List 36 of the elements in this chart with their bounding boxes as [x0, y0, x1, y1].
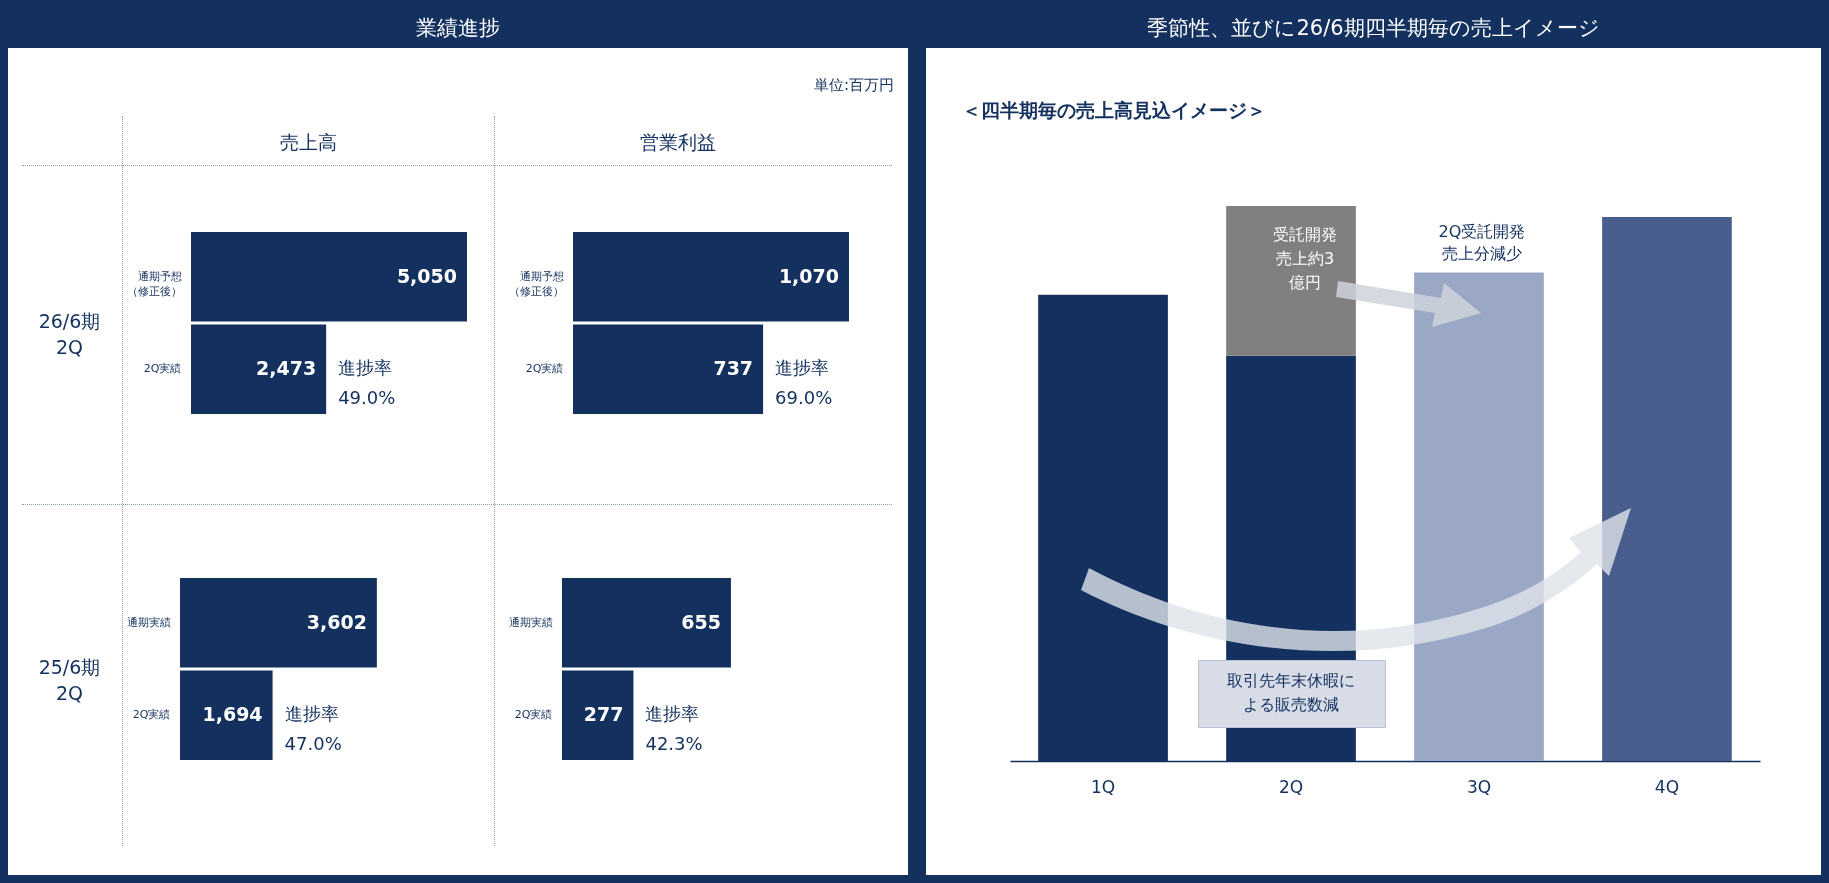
annotation: 進捗率 49.0%: [338, 357, 396, 409]
y-tick-label: 通期予想（修正後）: [126, 269, 182, 298]
data-label: 3,602: [306, 610, 367, 633]
y-tick-label: 2Q実績: [514, 708, 553, 722]
x-tick-label: 1Q: [1090, 776, 1116, 797]
text: 単位:百万円: [813, 76, 894, 95]
bar: [1226, 206, 1356, 356]
x-tick-label: 2Q: [1278, 776, 1304, 797]
data-label: 737: [713, 357, 754, 380]
data-label: 1,070: [778, 264, 839, 287]
chart-subtitle: ＜四半期毎の売上高見込イメージ＞: [962, 98, 1266, 123]
annotation: 受託開発売上約3億円: [1272, 224, 1338, 294]
text: 25/6期 2Q: [37, 655, 102, 706]
x-tick-label: 4Q: [1654, 776, 1680, 797]
data-label: 5,050: [396, 264, 457, 287]
data-label: 1,694: [202, 703, 263, 726]
data-label: 277: [583, 703, 624, 726]
text: 業績進捗: [8, 8, 908, 48]
text: 営業利益: [639, 130, 717, 155]
y-tick-label: 通期実績: [126, 615, 171, 629]
text: 売上高: [278, 130, 338, 155]
chart-title: 季節性、並びに26/6期四半期毎の売上イメージ: [926, 8, 1821, 48]
annotation: 進捗率 69.0%: [775, 357, 833, 409]
annotation: 進捗率 47.0%: [284, 703, 342, 755]
data-label: 655: [681, 610, 721, 633]
y-tick-label: 通期実績: [508, 615, 553, 629]
annotation: 進捗率 42.3%: [645, 703, 703, 755]
data-label: 2,473: [256, 357, 317, 380]
y-tick-label: 通期予想（修正後）: [508, 269, 564, 298]
bar: [1602, 217, 1732, 761]
y-tick-label: 2Q実績: [143, 362, 182, 376]
text: 26/6期 2Q: [37, 309, 102, 360]
x-tick-label: 3Q: [1466, 776, 1492, 797]
y-tick-label: 2Q実績: [525, 362, 564, 376]
annotation: 2Q受託開発売上分減少: [1437, 221, 1527, 265]
y-tick-label: 2Q実績: [132, 708, 171, 722]
